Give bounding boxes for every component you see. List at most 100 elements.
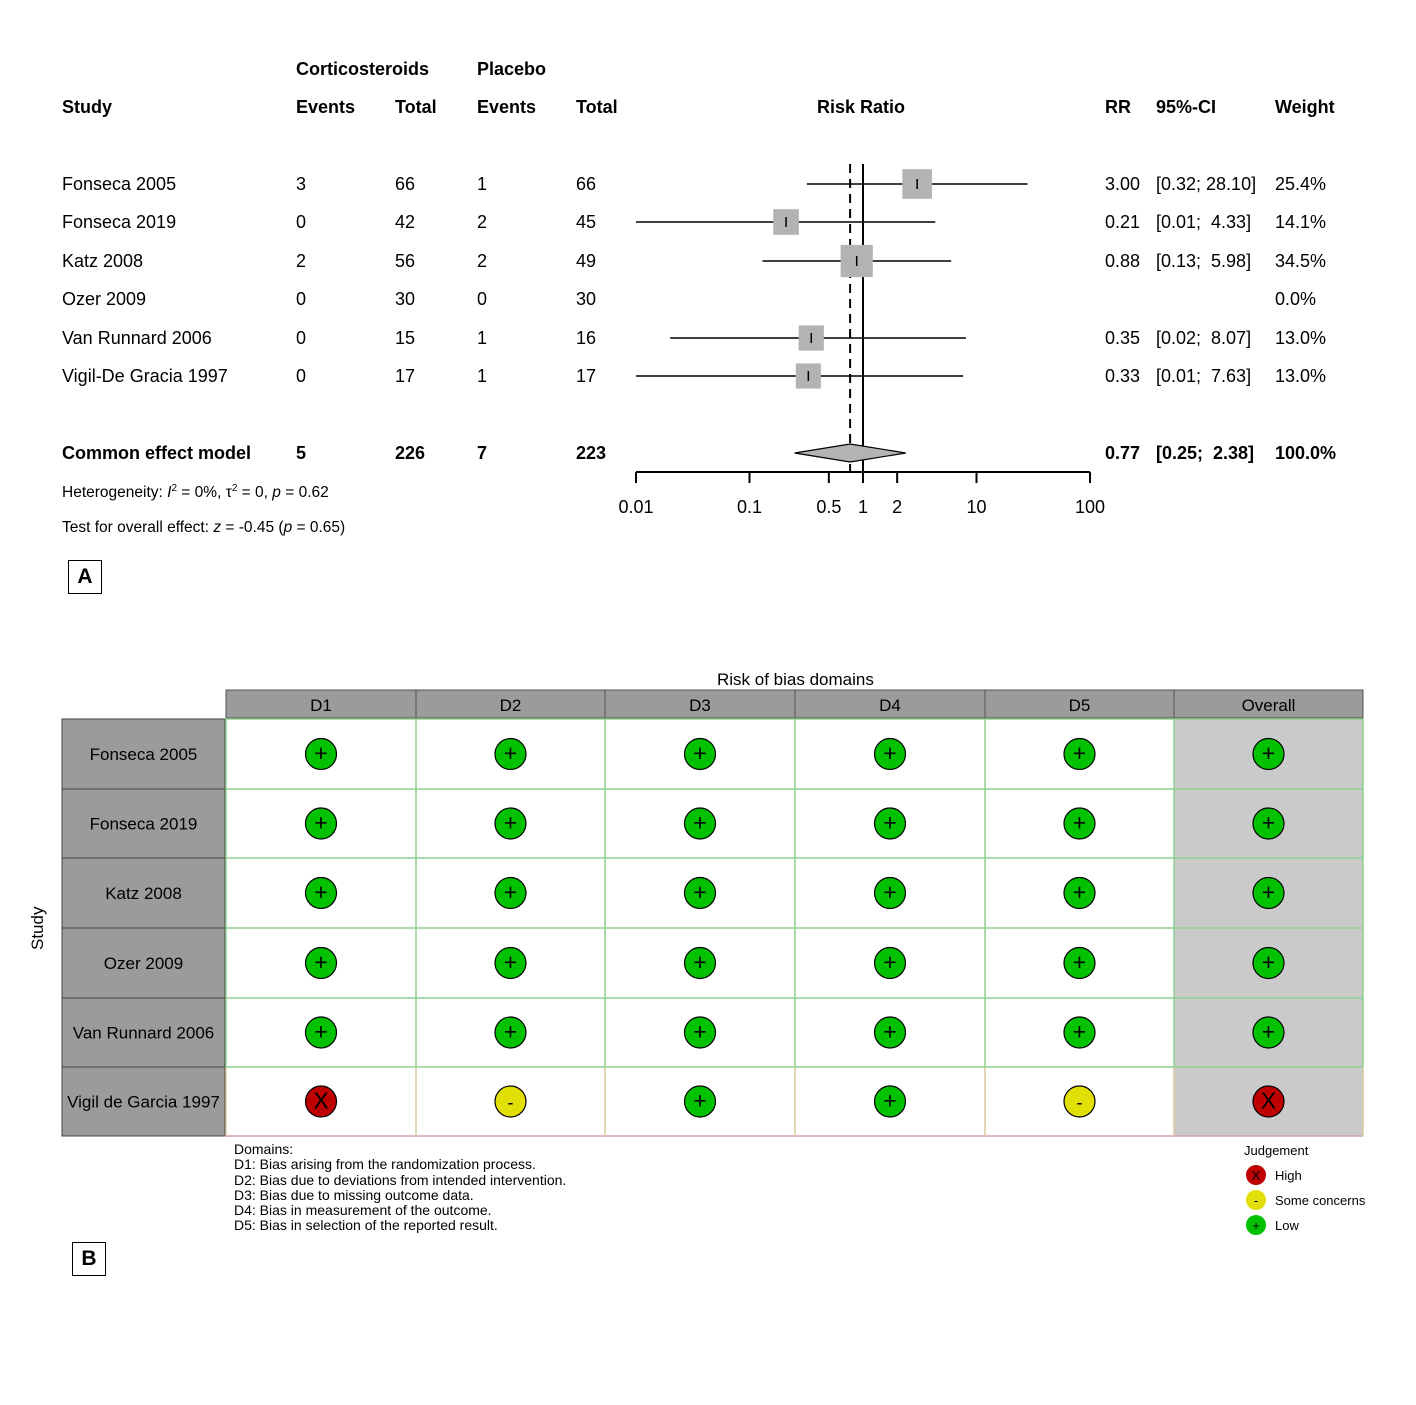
pooled-diamond [794,443,906,463]
ci-header: 95%-CI [1156,97,1217,117]
judgement-low-icon: + [494,876,527,910]
domains-note-line: Domains: [234,1141,294,1157]
domain-header-label: Overall [1242,696,1296,715]
judgement-symbol: + [883,949,896,975]
judgement-low-icon: + [683,1085,717,1118]
judgement-circle [494,807,527,840]
judgement-circle [304,946,338,980]
ci-value: [0.02; 8.07] [1156,328,1252,348]
judgement-symbol: + [883,740,896,766]
domains-note-line: D2: Bias due to deviations from intended… [234,1171,567,1188]
judgement-circle [873,876,907,910]
judgement-symbol: - [508,1093,514,1113]
x-tick-label: 0.5 [816,497,841,517]
judgement-symbol: + [1262,740,1275,766]
judgement-symbol: + [314,879,327,905]
study-cell-label: Van Runnard 2006 [73,1024,214,1043]
judgement-low-icon: + [1252,876,1285,910]
judgement-symbol: + [1073,879,1086,905]
judgement-low-icon: + [1063,807,1096,840]
judgement-circle [1252,876,1285,910]
legend-item-low: + Low [1246,1215,1299,1235]
judgement-circle [1063,737,1096,771]
study-cell [61,788,226,859]
overall-effect-text: Test for overall effect: z = -0.45 (p = … [62,519,346,536]
domains-note-line: D1: Bias arising from the randomization … [234,1156,536,1173]
total2-header: Total [576,97,618,117]
judgement-circle [494,876,527,910]
judgement-circle [683,876,717,910]
judgement-low-icon: + [683,946,717,980]
overall-total1: 226 [395,443,426,463]
weight-value: 25.4% [1275,174,1327,194]
judgement-low-icon: + [1063,737,1096,771]
ci-value: [0.01; 4.33] [1156,212,1252,232]
judgement-circle [683,807,717,840]
judgement-low-icon: + [873,807,907,840]
total-treatment: 15 [395,328,416,348]
judgement-symbol: + [504,810,517,836]
domain-header-label: D2 [500,696,522,715]
domain-header-label: D5 [1069,696,1091,715]
domains-note-line: D4: Bias in measurement of the outcome. [234,1202,492,1219]
x-tick-label: 2 [892,497,902,517]
domains-note: Domains: D1: Bias arising from the rando… [234,1141,567,1234]
study-name: Katz 2008 [62,251,144,271]
judgement-circle [494,737,527,771]
study-name: Fonseca 2019 [62,212,177,232]
judgement-low-icon: + [683,1016,717,1049]
events-placebo: 1 [477,366,488,386]
judgement-low-icon: + [494,807,527,840]
x-tick-label: 0.01 [618,497,653,517]
events-treatment: 0 [296,212,307,232]
judgement-circle [873,1016,907,1049]
ci-value: [0.01; 7.63] [1156,366,1252,386]
judgement-circle [304,1085,338,1118]
events-placebo: 0 [477,289,488,309]
judgement-symbol: + [1262,879,1275,905]
judgement-circle [304,876,338,910]
study-name: Fonseca 2005 [62,174,177,194]
judgement-symbol: + [693,879,706,905]
ci-value: [0.13; 5.98] [1156,251,1252,271]
total-placebo: 16 [576,328,597,348]
judgement-symbol: + [504,949,517,975]
judgement-circle [1252,1016,1285,1049]
legend-symbol: - [1254,1193,1258,1208]
judgement-low-icon: + [873,1085,907,1118]
judgement-circle [873,737,907,771]
study-cell [61,718,226,790]
domains-note-line: D3: Bias due to missing outcome data. [234,1186,474,1203]
events-placebo: 1 [477,174,488,194]
judgement-circle [873,946,907,980]
legend-label: High [1275,1168,1302,1183]
events1-header: Events [296,97,356,117]
judgement-circle [494,1085,527,1118]
domain-header-cell [415,689,606,719]
legend-low-icon [1246,1215,1266,1235]
events-treatment: 2 [296,251,307,271]
judgement-low-icon: + [494,1016,527,1049]
total-placebo: 66 [576,174,597,194]
rr-header: RR [1105,97,1131,117]
events-treatment: 3 [296,174,307,194]
judgement-circle [1252,1085,1285,1118]
judgement-circle [683,1016,717,1049]
judgement-symbol: X [1261,1088,1276,1114]
domain-header-label: D4 [879,696,901,715]
total-treatment: 42 [395,212,416,232]
overall-events2: 7 [477,443,488,463]
overall-ci: [0.25; 2.38] [1156,443,1255,463]
total-treatment: 66 [395,174,416,194]
overall-total2: 223 [576,443,607,463]
judgement-symbol: + [1262,810,1275,836]
study-cell-label: Fonseca 2019 [90,815,198,834]
events-treatment: 0 [296,366,307,386]
judgement-symbol: + [504,740,517,766]
domain-header-cell [794,689,986,719]
events2-header: Events [477,97,537,117]
legend-item-high: X High [1246,1165,1302,1185]
weight-value: 34.5% [1275,251,1327,271]
total-placebo: 30 [576,289,597,309]
domain-header-cell [1173,689,1364,719]
